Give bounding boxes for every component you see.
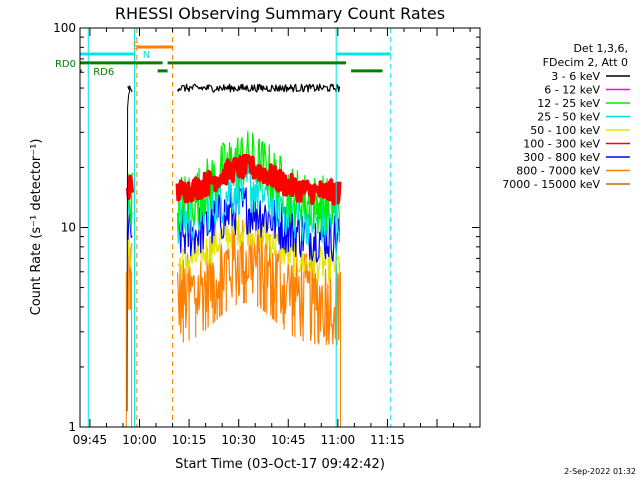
legend-label: 3 - 6 keV (551, 70, 600, 83)
legend-label: 25 - 50 keV (537, 111, 600, 124)
x-axis-label: Start Time (03-Oct-17 09:42:42) (175, 457, 385, 472)
x-tick-label: 10:00 (122, 433, 157, 447)
legend-label: 7000 - 15000 keV (502, 178, 600, 191)
series-line (176, 219, 341, 346)
series-line (127, 85, 133, 93)
legend-header-line-2: FDecim 2, Att 0 (543, 56, 628, 69)
series-line (176, 83, 341, 93)
y-tick-label: 100 (53, 21, 76, 35)
series-line (175, 153, 342, 206)
y-tick-label: 1 (68, 420, 76, 434)
legend-label: 300 - 800 keV (523, 151, 600, 164)
series-line (127, 235, 133, 268)
x-tick-label: 11:15 (370, 433, 405, 447)
y-tick-label: 10 (61, 221, 76, 235)
series-line (126, 87, 131, 412)
legend-label: 12 - 25 keV (537, 97, 600, 110)
x-tick-label: 10:30 (221, 433, 256, 447)
plot-area (80, 28, 392, 427)
legend-header-line-1: Det 1,3,6, (573, 42, 628, 55)
y-axis-label: Count Rate (s⁻¹ detector⁻¹) (29, 139, 44, 316)
flag-label: S (133, 41, 139, 52)
flag-label: RD0 (55, 59, 76, 70)
series-line (127, 243, 133, 310)
legend-label: 6 - 12 keV (544, 84, 600, 97)
legend-label: 50 - 100 keV (530, 124, 600, 137)
chart-title: RHESSI Observing Summary Count Rates (115, 4, 445, 23)
flag-label: N (143, 50, 150, 61)
x-tick-label: 10:15 (172, 433, 207, 447)
x-tick-label: 09:45 (73, 433, 108, 447)
x-tick-label: 11:00 (321, 433, 356, 447)
x-tick-label: 10:45 (271, 433, 306, 447)
flag-label: RD6 (93, 67, 114, 78)
legend-label: 800 - 7000 keV (516, 165, 600, 178)
footer-timestamp: 2-Sep-2022 01:32 (564, 467, 636, 476)
legend-label: 100 - 300 keV (523, 138, 600, 151)
series-line (125, 174, 135, 200)
